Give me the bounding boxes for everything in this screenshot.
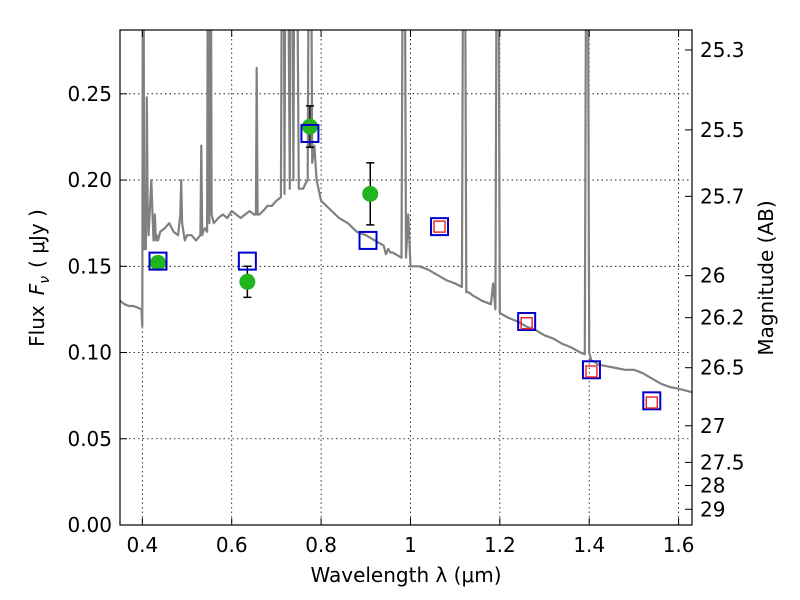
y-axis-label-main: Flux xyxy=(25,305,49,347)
observed-point xyxy=(149,254,166,271)
mag-tick-label: 27 xyxy=(700,414,725,438)
model-red-squares xyxy=(433,220,658,409)
y-axis-ticks: 0.00 0.05 0.10 0.15 0.20 0.25 xyxy=(67,82,127,537)
x-tick-label: 1 xyxy=(404,533,417,557)
spectrum-line xyxy=(120,30,692,394)
svg-text:FluxFν( μJy ): Flux Fν ( μJy ) xyxy=(25,209,53,347)
observed-point xyxy=(301,118,318,135)
observed-points xyxy=(149,118,379,290)
mag-tick-label: 25.3 xyxy=(700,38,745,62)
y-axis-label-unit: ( μJy ) xyxy=(25,209,49,268)
x-tick-label: 1.4 xyxy=(573,533,605,557)
x-tick-label: 1.6 xyxy=(663,533,695,557)
right-axis-label: Magnitude (AB) xyxy=(754,200,778,355)
mag-tick-label: 25.7 xyxy=(700,184,745,208)
model-square xyxy=(581,360,601,380)
y-tick-label: 0.00 xyxy=(67,513,112,537)
y-tick-label: 0.05 xyxy=(67,427,112,451)
plot-frame xyxy=(119,29,693,526)
y-axis-label-symbol: F xyxy=(25,283,49,295)
x-axis-label: Wavelength λ (μm) xyxy=(310,563,501,587)
x-axis-ticks: 0.4 0.6 0.8 1 1.2 1.4 1.6 xyxy=(126,30,695,557)
mag-tick-label: 29 xyxy=(700,497,725,521)
mag-tick-label: 28 xyxy=(700,473,725,497)
observed-point xyxy=(362,185,379,202)
y-tick-label: 0.15 xyxy=(67,254,112,278)
model-square xyxy=(642,391,662,411)
mag-tick-label: 26.5 xyxy=(700,356,745,380)
model-square xyxy=(148,251,168,271)
model-red-square xyxy=(645,396,658,409)
model-square xyxy=(358,230,378,250)
model-squares xyxy=(148,123,662,411)
model-red-square xyxy=(585,365,598,378)
model-red-square xyxy=(520,317,533,330)
y-axis-label: Flux Fν ( μJy ) xyxy=(25,209,53,347)
x-tick-label: 0.8 xyxy=(305,533,337,557)
model-square xyxy=(300,123,320,143)
y-axis-label-subscript: ν xyxy=(37,276,53,284)
x-tick-label: 0.4 xyxy=(126,533,158,557)
model-square xyxy=(237,251,257,271)
model-square xyxy=(517,311,537,331)
model-red-square xyxy=(433,220,446,233)
y-tick-label: 0.10 xyxy=(67,341,112,365)
y-tick-label: 0.20 xyxy=(67,168,112,192)
observed-point xyxy=(239,273,256,290)
x-tick-label: 0.6 xyxy=(216,533,248,557)
mag-tick-label: 25.5 xyxy=(700,118,745,142)
mag-tick-label: 26 xyxy=(700,264,725,288)
mag-tick-label: 27.5 xyxy=(700,450,745,474)
x-tick-label: 1.2 xyxy=(484,533,516,557)
mag-tick-label: 26.2 xyxy=(700,306,745,330)
y-tick-label: 0.25 xyxy=(67,82,112,106)
model-square xyxy=(430,217,450,237)
